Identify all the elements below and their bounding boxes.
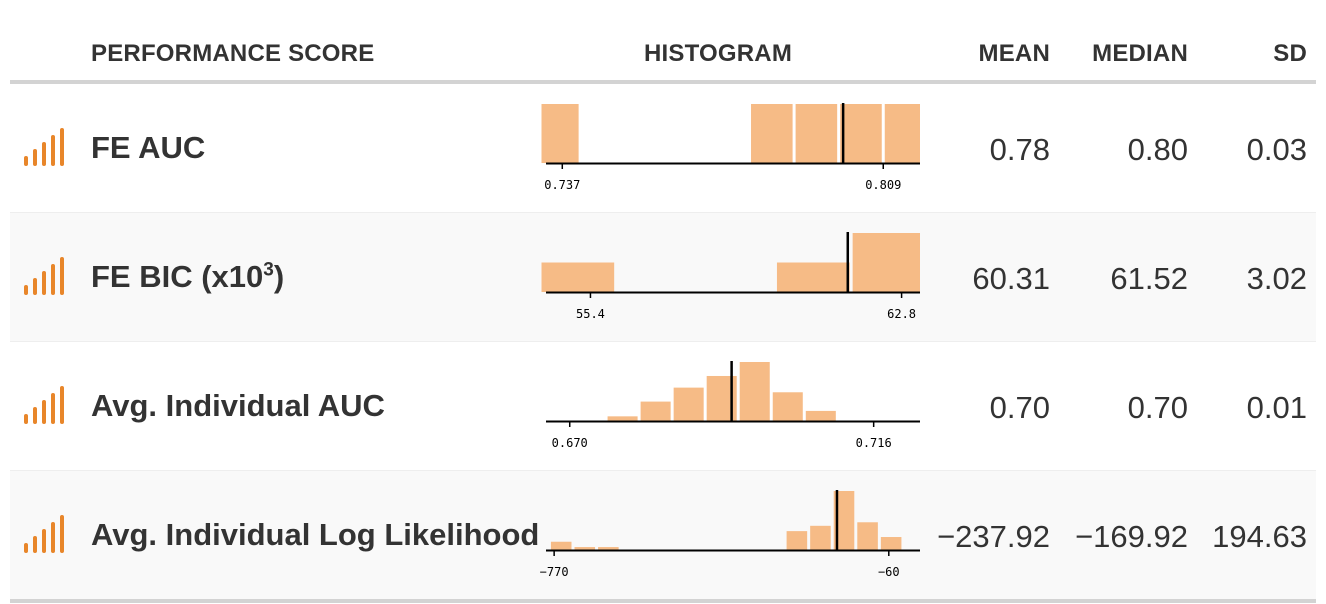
histogram-chart: −770 −60 <box>540 490 920 579</box>
signal-bar <box>24 543 28 553</box>
histogram-bar <box>574 547 596 550</box>
mean-value: −237.92 <box>937 519 1050 554</box>
sd-value: 3.02 <box>1246 261 1307 296</box>
histogram-bar <box>673 387 704 421</box>
histogram-bar <box>810 525 831 550</box>
histogram-chart: 0.737 0.809 <box>541 103 920 192</box>
sd-value: 0.01 <box>1246 390 1307 425</box>
histogram-bar <box>776 262 850 292</box>
table-row: Avg. Individual Log Likelihood −770 −60 −… <box>10 470 1316 599</box>
histogram-chart: 55.4 62.8 <box>541 232 920 321</box>
histogram-bar <box>884 104 920 163</box>
signal-bar <box>42 142 46 166</box>
header-histogram: HISTOGRAM <box>644 40 793 67</box>
histogram-chart: 0.670 0.716 <box>546 361 920 450</box>
row-label: FE BIC (x103) <box>91 259 284 295</box>
header-mean: MEAN <box>978 40 1050 67</box>
histogram-bar <box>852 233 920 292</box>
header-median: MEDIAN <box>1092 40 1188 67</box>
signal-bar <box>42 400 46 424</box>
row-label-text: Avg. Individual Log Likelihood <box>91 517 540 552</box>
median-value: 0.70 <box>1127 390 1188 425</box>
signal-bar <box>42 271 46 295</box>
sd-value: 0.03 <box>1246 132 1307 167</box>
tick-label: −770 <box>540 565 569 579</box>
signal-bar <box>33 149 37 166</box>
histogram-bar <box>541 104 579 163</box>
row-label-sup: 3 <box>263 259 274 281</box>
mean-value: 0.78 <box>989 132 1050 167</box>
row-label-text: FE AUC <box>91 130 206 165</box>
signal-bars-icon <box>24 257 64 295</box>
signal-bar <box>33 536 37 553</box>
histogram-bar <box>833 491 855 550</box>
table-row: FE BIC (x103) 55.4 62.8 60.31 61.52 3.02 <box>10 212 1316 341</box>
row-label: Avg. Individual AUC <box>91 388 385 424</box>
tick-label: 0.737 <box>544 178 580 192</box>
row-label-text: FE BIC (x10 <box>91 259 264 294</box>
histogram-bar <box>880 537 902 550</box>
tick-label: 62.8 <box>887 307 916 321</box>
histogram-bar <box>805 410 836 421</box>
signal-bar <box>33 407 37 424</box>
signal-bar <box>51 393 55 424</box>
table-bottom-rule <box>10 599 1316 603</box>
signal-bar <box>42 529 46 553</box>
histogram-bar <box>772 392 803 421</box>
row-label-text: Avg. Individual AUC <box>91 388 385 423</box>
signal-bar <box>60 386 64 424</box>
signal-bars-icon <box>24 386 64 424</box>
tick-label: 0.809 <box>865 178 901 192</box>
tick-label: −60 <box>878 565 900 579</box>
histogram-bar <box>739 362 770 421</box>
signal-bar <box>51 522 55 553</box>
tick-label: 0.716 <box>856 436 892 450</box>
tick-label: 0.670 <box>552 436 588 450</box>
sd-value: 194.63 <box>1212 519 1307 554</box>
histogram-bar <box>786 531 808 550</box>
median-value: 0.80 <box>1127 132 1188 167</box>
histogram-bar <box>857 522 878 550</box>
histogram-bar <box>607 416 638 421</box>
signal-bars-icon <box>24 515 64 553</box>
signal-bar <box>51 264 55 295</box>
signal-bar <box>60 257 64 295</box>
row-label: FE AUC <box>91 130 205 166</box>
table-row: FE AUC 0.737 0.809 0.78 0.80 0.03 <box>10 84 1316 212</box>
gt-table: PERFORMANCE SCORE HISTOGRAM MEAN MEDIAN … <box>10 0 1316 603</box>
signal-bar <box>51 135 55 166</box>
row-label-suffix: ) <box>273 259 285 294</box>
histogram-bar <box>640 401 671 421</box>
histogram-bar <box>795 104 838 163</box>
header-performance-score: PERFORMANCE SCORE <box>91 40 375 67</box>
histogram-bar <box>840 104 882 163</box>
signal-bar <box>60 128 64 166</box>
signal-bar <box>33 278 37 295</box>
signal-bar <box>60 515 64 553</box>
signal-bar <box>24 414 28 424</box>
signal-bar <box>24 285 28 295</box>
mean-value: 60.31 <box>972 261 1050 296</box>
tick-label: 55.4 <box>576 307 605 321</box>
histogram-bar <box>751 104 793 163</box>
mean-value: 0.70 <box>989 390 1050 425</box>
signal-bars-icon <box>24 128 64 166</box>
table-row: Avg. Individual AUC 0.670 0.716 0.70 0.70… <box>10 341 1316 470</box>
histogram-bar <box>541 262 615 292</box>
table-header: PERFORMANCE SCORE HISTOGRAM MEAN MEDIAN … <box>10 0 1316 84</box>
header-sd: SD <box>1273 40 1307 67</box>
signal-bar <box>24 156 28 166</box>
histogram-bar <box>598 547 619 550</box>
row-label: Avg. Individual Log Likelihood <box>91 517 539 553</box>
median-value: 61.52 <box>1110 261 1188 296</box>
median-value: −169.92 <box>1075 519 1188 554</box>
histogram-bar <box>550 541 572 550</box>
